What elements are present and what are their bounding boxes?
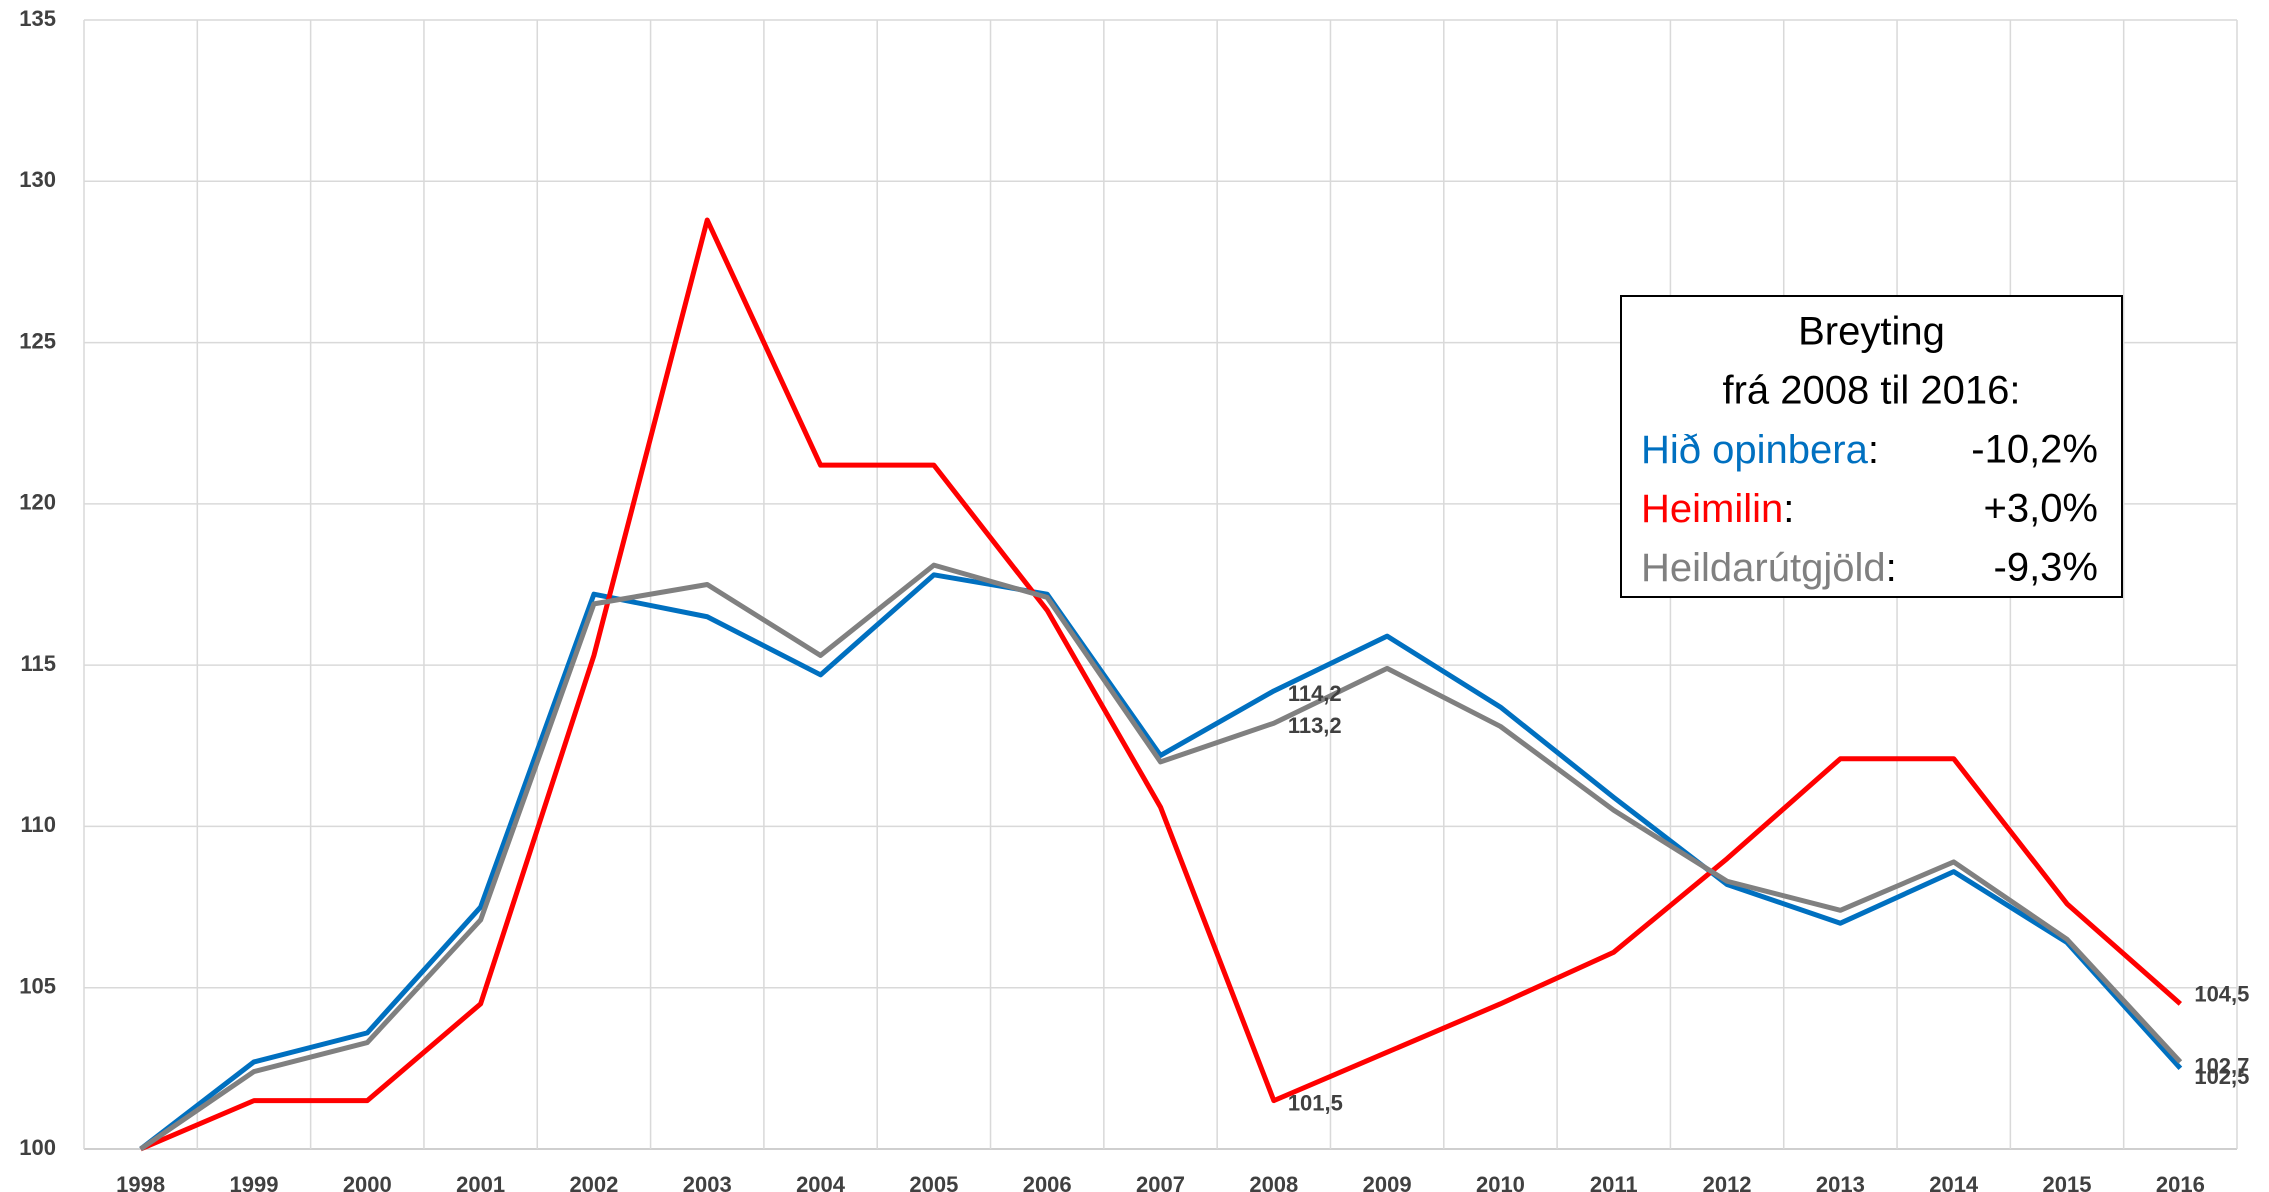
data-label: 113,2 — [1288, 713, 1342, 738]
legend-change: -10,2% — [1971, 428, 2098, 472]
legend-name: Heimilin — [1641, 487, 1783, 531]
x-tick-label: 2008 — [1249, 1172, 1298, 1192]
x-tick-label: 2007 — [1136, 1172, 1185, 1192]
y-tick-label: 100 — [19, 1135, 56, 1160]
x-tick-label: 1999 — [229, 1172, 278, 1192]
x-tick-label: 2011 — [1590, 1172, 1638, 1192]
x-tick-label: 2005 — [909, 1172, 958, 1192]
y-tick-label: 135 — [19, 6, 56, 31]
x-tick-label: 2002 — [569, 1172, 618, 1192]
x-tick-label: 2004 — [796, 1172, 846, 1192]
x-tick-label: 1998 — [116, 1172, 165, 1192]
legend-separator: : — [1868, 428, 1879, 472]
data-label: 102,5 — [2194, 1064, 2249, 1089]
legend-entry: Hið opinbera: — [1641, 428, 1879, 472]
legend-separator: : — [1783, 487, 1794, 531]
legend-change: +3,0% — [1983, 487, 2098, 531]
legend-box — [1620, 295, 2123, 598]
legend-entry: Heildarútgjöld: — [1641, 546, 1897, 590]
legend-name: Hið opinbera — [1641, 428, 1869, 472]
y-tick-label: 130 — [19, 167, 56, 192]
legend-name: Heildarútgjöld — [1641, 546, 1886, 590]
series-line — [139, 217, 2182, 1152]
x-tick-label: 2015 — [2043, 1172, 2092, 1192]
x-tick-label: 2016 — [2156, 1172, 2205, 1192]
data-label: 101,5 — [1288, 1090, 1343, 1115]
legend-separator: : — [1886, 546, 1897, 590]
y-tick-label: 125 — [19, 328, 56, 353]
data-label: 114,2 — [1288, 681, 1342, 706]
legend-title: Breyting — [1798, 310, 1945, 354]
x-tick-label: 2014 — [1929, 1172, 1979, 1192]
y-tick-label: 120 — [19, 490, 56, 515]
x-tick-label: 2013 — [1816, 1172, 1865, 1192]
series-line — [139, 562, 2183, 1152]
x-tick-label: 2001 — [456, 1172, 505, 1192]
x-tick-label: 2000 — [343, 1172, 392, 1192]
legend-change: -9,3% — [1994, 546, 2099, 590]
series-line — [139, 572, 2183, 1151]
y-tick-label: 105 — [19, 974, 56, 999]
data-label: 102,7 — [2194, 1054, 2249, 1079]
x-tick-label: 2012 — [1703, 1172, 1752, 1192]
legend-title: frá 2008 til 2016: — [1723, 369, 2021, 413]
x-tick-label: 2010 — [1476, 1172, 1525, 1192]
legend-entry: Heimilin: — [1641, 487, 1794, 531]
y-tick-label: 115 — [21, 651, 57, 676]
x-tick-label: 2003 — [683, 1172, 732, 1192]
y-tick-label: 110 — [21, 812, 57, 837]
x-tick-label: 2009 — [1363, 1172, 1412, 1192]
data-label: 104,5 — [2194, 982, 2249, 1007]
x-tick-label: 2006 — [1023, 1172, 1072, 1192]
